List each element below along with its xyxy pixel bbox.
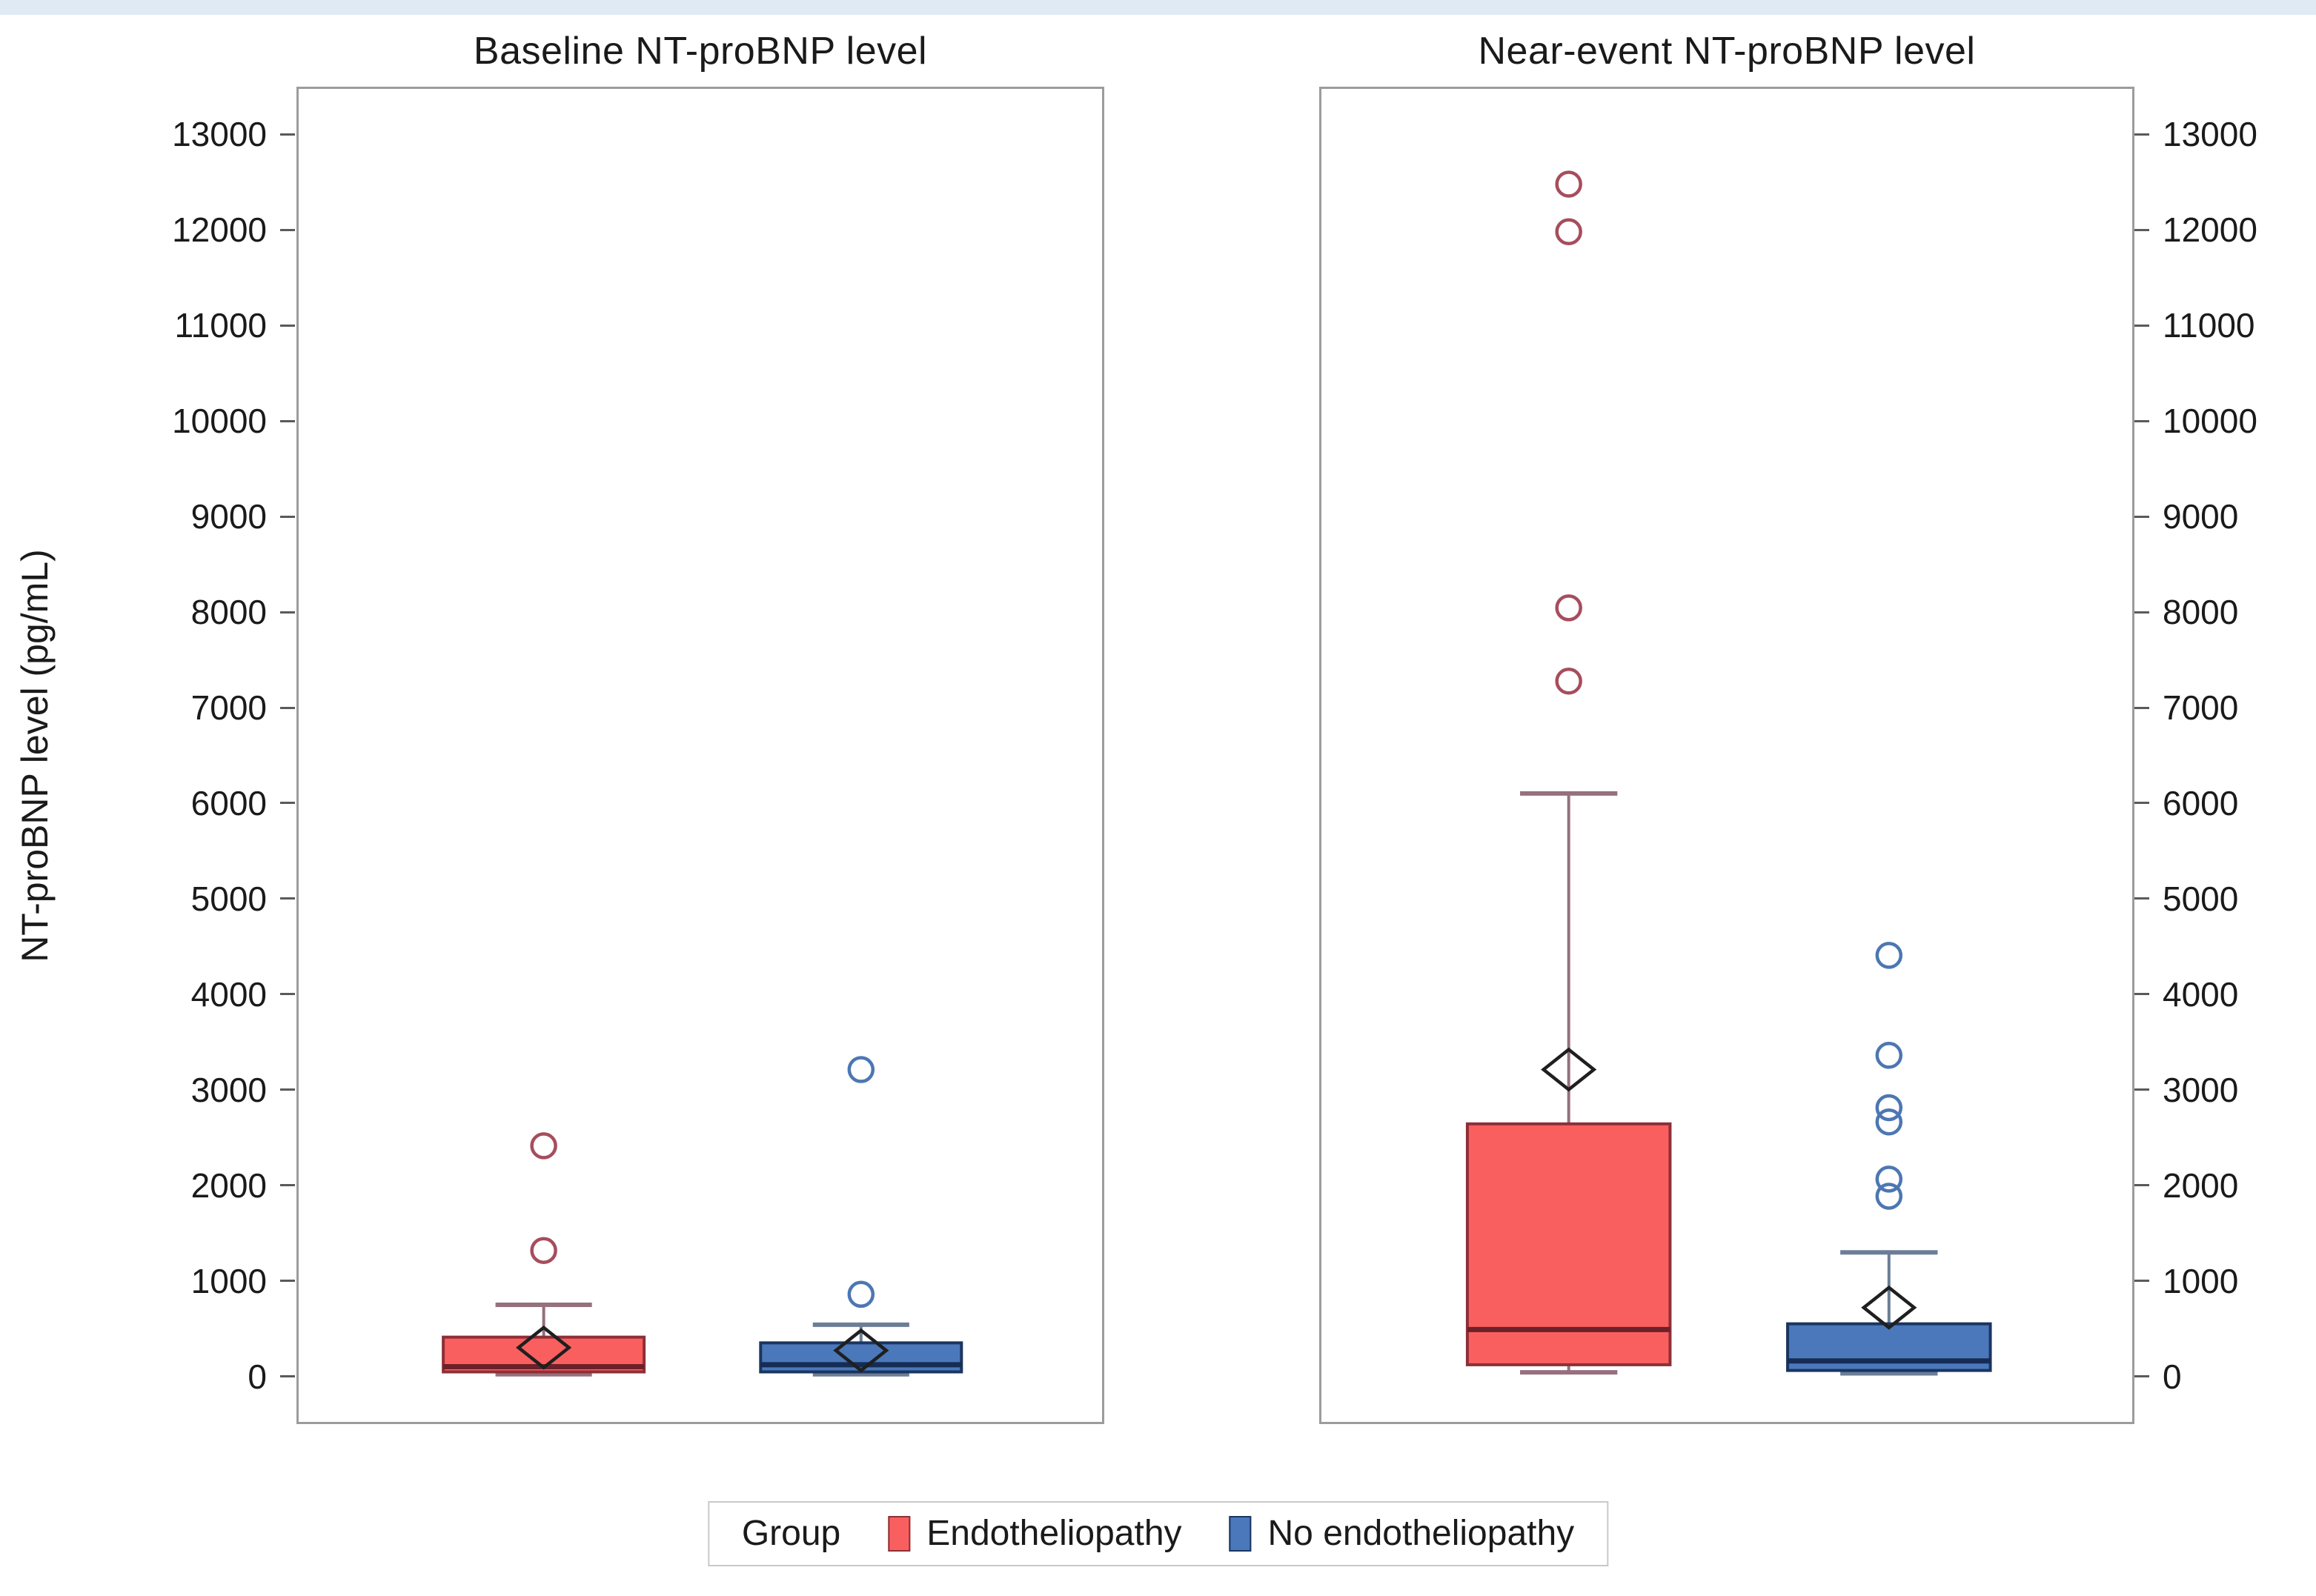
y-tick-label-right: 11000 [2163, 306, 2255, 345]
panel-baseline [296, 87, 1104, 1424]
y-tick-label-right: 6000 [2163, 783, 2239, 822]
legend-swatch-red [888, 1516, 911, 1552]
y-tick-label-right: 5000 [2163, 879, 2239, 918]
y-tick-label-left: 4000 [190, 974, 267, 1014]
y-tick-label-left: 10000 [172, 402, 267, 441]
y-tick-label-right: 7000 [2163, 688, 2239, 728]
y-tick-mark-left [280, 1280, 295, 1283]
iqr-box [1465, 1122, 1672, 1366]
y-tick-mark-left [280, 419, 295, 422]
legend: Group Endotheliopathy No endotheliopathy [707, 1501, 1609, 1566]
y-tick-label-left: 11000 [174, 306, 267, 345]
y-tick-label-left: 5000 [190, 879, 267, 918]
y-tick-mark-right [2134, 993, 2149, 996]
y-tick-label-left: 7000 [190, 688, 267, 728]
outlier-point [1555, 668, 1582, 695]
y-tick-mark-left [280, 324, 295, 327]
y-tick-label-left: 1000 [190, 1261, 267, 1300]
outlier-point [1875, 1183, 1903, 1210]
legend-label-endotheliopathy: Endotheliopathy [926, 1514, 1182, 1553]
y-tick-label-left: 3000 [190, 1070, 267, 1109]
y-tick-mark-right [2134, 611, 2149, 614]
legend-item-endotheliopathy: Endotheliopathy [888, 1512, 1182, 1556]
y-tick-mark-left [280, 1375, 295, 1378]
y-tick-mark-right [2134, 1375, 2149, 1378]
panel-plot-area [442, 1056, 963, 1377]
outlier-point [1875, 1166, 1903, 1193]
mean-diamond-marker [1861, 1285, 1917, 1330]
outlier-point [530, 1237, 557, 1264]
y-tick-mark-right [2134, 1280, 2149, 1283]
y-tick-mark-left [280, 802, 295, 805]
y-tick-mark-right [2134, 897, 2149, 900]
outlier-point [1555, 170, 1582, 198]
y-tick-label-left: 2000 [190, 1166, 267, 1205]
outlier-point [847, 1280, 875, 1309]
y-tick-label-right: 2000 [2163, 1166, 2239, 1205]
y-tick-mark-left [280, 133, 295, 136]
y-tick-label-left: 9000 [190, 497, 267, 536]
y-axis-title-text: NT-proBNP level (pg/mL) [14, 549, 56, 962]
y-tick-label-left: 12000 [172, 210, 267, 250]
y-tick-mark-left [280, 897, 295, 900]
y-tick-mark-right [2134, 706, 2149, 709]
mean-diamond-marker [1541, 1047, 1597, 1092]
y-tick-label-left: 6000 [190, 783, 267, 822]
y-tick-mark-right [2134, 419, 2149, 422]
mean-diamond-marker [516, 1325, 572, 1370]
y-tick-mark-left [280, 515, 295, 518]
y-tick-label-right: 8000 [2163, 593, 2239, 632]
outlier-point [530, 1132, 557, 1160]
y-tick-label-left: 8000 [190, 593, 267, 632]
y-tick-mark-right [2134, 1088, 2149, 1091]
y-tick-mark-left [280, 1184, 295, 1187]
y-tick-mark-right [2134, 228, 2149, 231]
panel-near-event [1319, 87, 2134, 1424]
legend-title: Group [741, 1514, 841, 1553]
outlier-point [1555, 594, 1582, 622]
outlier-point [847, 1056, 875, 1083]
y-tick-label-right: 13000 [2163, 115, 2257, 154]
y-tick-mark-right [2134, 324, 2149, 327]
y-tick-mark-left [280, 706, 295, 709]
top-band [0, 0, 2316, 15]
y-tick-label-left: 13000 [172, 115, 267, 154]
panel-title-baseline: Baseline NT-proBNP level [473, 30, 928, 73]
y-tick-label-right: 12000 [2163, 210, 2257, 250]
mean-diamond-marker [833, 1328, 889, 1373]
y-tick-mark-right [2134, 802, 2149, 805]
y-tick-mark-right [2134, 1184, 2149, 1187]
y-tick-label-right: 4000 [2163, 974, 2239, 1014]
y-tick-label-right: 3000 [2163, 1070, 2239, 1109]
y-tick-mark-left [280, 228, 295, 231]
legend-swatch-blue [1229, 1516, 1252, 1552]
outlier-point [1875, 1094, 1903, 1122]
y-tick-label-right: 9000 [2163, 497, 2239, 536]
outlier-point [1875, 1108, 1903, 1136]
panel-plot-area [1465, 170, 1992, 1376]
y-tick-mark-right [2134, 133, 2149, 136]
y-tick-label-right: 10000 [2163, 402, 2257, 441]
y-tick-mark-right [2134, 515, 2149, 518]
legend-item-no-endotheliopathy: No endotheliopathy [1229, 1512, 1575, 1556]
y-tick-label-right: 1000 [2163, 1261, 2239, 1300]
y-tick-mark-left [280, 611, 295, 614]
panel-title-near-event: Near-event NT-proBNP level [1478, 30, 1976, 73]
y-tick-mark-left [280, 1088, 295, 1091]
legend-label-no-endotheliopathy: No endotheliopathy [1267, 1514, 1575, 1553]
iqr-box [759, 1341, 963, 1374]
outlier-point [1875, 942, 1903, 969]
y-tick-mark-left [280, 993, 295, 996]
outlier-point [1875, 1042, 1903, 1069]
y-tick-label-left: 0 [248, 1357, 267, 1396]
outlier-point [1555, 218, 1582, 245]
y-tick-label-right: 0 [2163, 1357, 2182, 1396]
